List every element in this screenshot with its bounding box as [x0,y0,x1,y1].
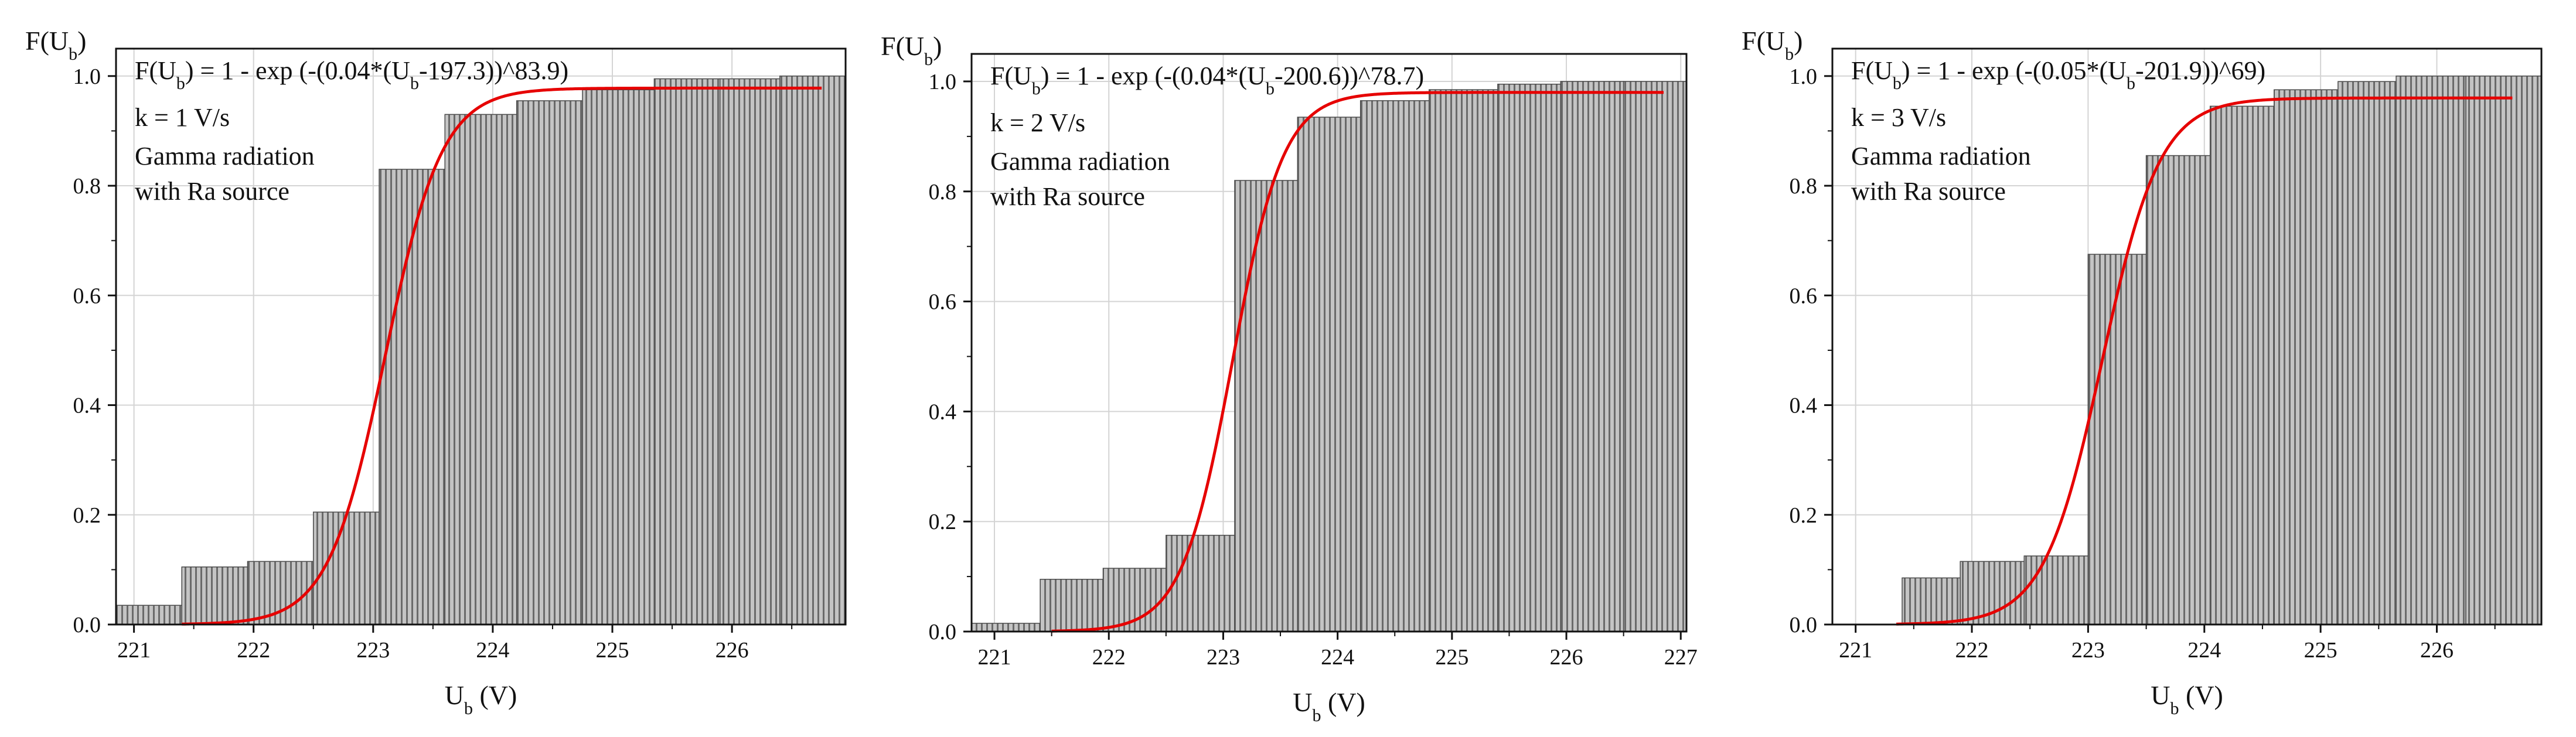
source-annotation: Gamma radiation [135,142,315,170]
histogram-bar [2145,155,2211,625]
x-tick-label: 221 [117,638,151,663]
histogram-bar [1359,100,1430,632]
plot-frame [1831,47,2543,626]
histogram-bar [1902,577,1961,625]
fit-formula-annotation: F(Ub) = 1 - exp (-(0.04*(Ub-200.6))^78.7… [990,62,1424,98]
histogram-bar [582,89,655,625]
source-annotation: with Ra source [990,182,1145,211]
source-annotation: Gamma radiation [1851,142,2031,170]
histogram-bar [1560,81,1624,632]
x-tick-label: 225 [1435,645,1468,670]
x-tick-label: 221 [978,645,1011,670]
histogram-bar [1497,83,1562,632]
fit-formula-annotation: F(Ub) = 1 - exp (-(0.05*(Ub-201.9))^69) [1851,56,2265,93]
histogram-bar [115,605,183,625]
rate-annotation: k = 3 V/s [1851,103,1946,132]
histogram-bar [971,623,1041,632]
plot-frame [970,53,1688,633]
y-tick-label: 0.2 [73,503,101,528]
x-tick-label: 225 [596,638,629,663]
fit-curve [1051,91,1664,633]
histogram-bar [2209,105,2275,625]
histogram-bar [779,76,846,625]
histogram-bar [2338,81,2397,625]
x-tick-label: 224 [2187,638,2221,663]
x-tick-label: 224 [476,638,509,663]
y-tick-label: 0.4 [1790,394,1818,418]
chart-panel-2: 0.0 0.2 0.4 0.6 0.8 1.0 221 222 223 224 225 226 227 F… [881,31,1698,725]
source-annotation: Gamma radiation [990,147,1170,176]
x-tick-label: 225 [2304,638,2338,663]
y-axis-title: F(Ub) [25,26,86,64]
x-tick-label: 226 [2420,638,2454,663]
rate-annotation: k = 1 V/s [135,103,230,132]
x-axis-title: Ub (V) [445,680,517,718]
histogram-bar [1166,534,1235,632]
x-tick-label: 226 [1550,645,1583,670]
source-annotation: with Ra source [135,177,289,206]
histogram-bar [1040,579,1104,632]
y-tick-label: 0.0 [73,613,101,637]
histogram-bar [1623,81,1687,632]
histogram-bar [379,169,446,625]
y-tick-label: 0.2 [929,510,957,534]
histogram-bar [1297,117,1361,632]
histogram-bar [247,561,314,625]
x-tick-label: 222 [237,638,270,663]
fit-curve [1896,96,2513,626]
histogram-bar [653,78,721,625]
y-tick-label: 0.4 [73,394,101,418]
y-tick-label: 0.4 [929,400,957,424]
y-tick-label: 0.8 [929,180,957,204]
y-tick-label: 1.0 [1790,64,1818,89]
y-tick-label: 0.0 [1790,613,1818,637]
histogram-bar [444,114,517,625]
x-axis-title: Ub (V) [1293,687,1365,725]
chart-panel-1: 0.0 0.2 0.4 0.6 0.8 1.0 221 222 223 224 225 226 F(Ub… [25,26,847,718]
y-tick-label: 0.6 [929,290,957,315]
y-tick-label: 0.6 [1790,284,1818,308]
rate-annotation: k = 2 V/s [990,108,1085,137]
x-tick-label: 221 [1839,638,1872,663]
y-tick-label: 0.2 [1790,503,1818,528]
histogram-bar [1960,561,2025,625]
y-tick-label: 0.0 [929,620,957,644]
plot-frame [115,47,847,626]
x-tick-label: 223 [356,638,390,663]
x-tick-label: 227 [1664,645,1698,670]
histogram-bar [2087,254,2147,625]
y-axis-title: F(Ub) [881,31,942,69]
y-tick-label: 1.0 [929,70,957,94]
chart-panel-3: 0.0 0.2 0.4 0.6 0.8 1.0 221 222 223 224 225 226 F(Ub… [1742,26,2543,718]
histogram-bar [2465,76,2542,625]
x-tick-label: 222 [1092,645,1126,670]
x-tick-label: 223 [1207,645,1240,670]
y-tick-label: 0.6 [73,284,101,308]
histogram-bar [1102,568,1167,632]
x-axis-title: Ub (V) [2151,680,2223,718]
x-tick-label: 226 [715,638,749,663]
x-tick-label: 224 [1321,645,1354,670]
fit-curve [182,86,822,626]
x-tick-label: 223 [2071,638,2105,663]
fit-formula-annotation: F(Ub) = 1 - exp (-(0.04*(Ub-197.3))^83.9… [135,56,568,93]
y-tick-label: 0.8 [1790,174,1818,199]
histogram-bar [2274,89,2339,625]
histogram-bar [2023,555,2089,625]
y-tick-label: 1.0 [73,64,101,89]
x-tick-label: 222 [1955,638,1989,663]
histogram-bar [2396,76,2466,625]
histogram-bar [181,566,248,625]
source-annotation: with Ra source [1851,177,2006,206]
histogram-bar [1234,180,1299,632]
histogram-bar [1429,89,1498,632]
y-axis-title: F(Ub) [1742,26,1802,64]
y-tick-label: 0.8 [73,174,101,199]
histogram-bar [719,78,781,625]
histogram-bar [516,100,583,625]
